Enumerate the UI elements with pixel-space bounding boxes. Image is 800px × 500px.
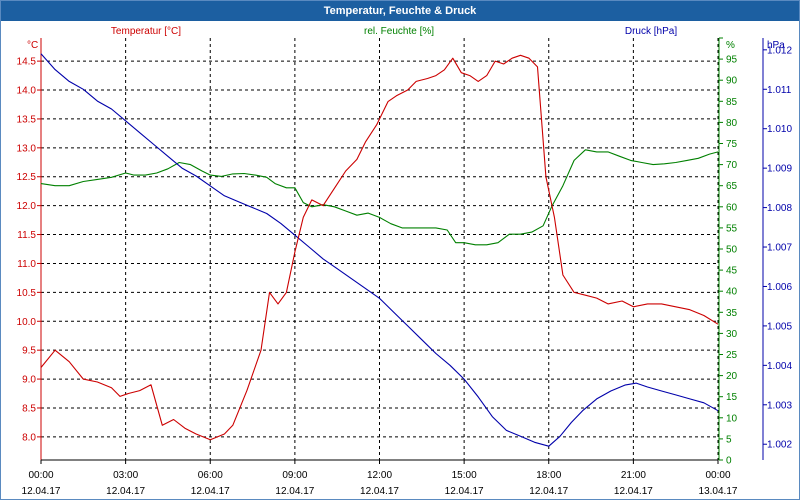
humidity-tick-label: 25 — [726, 350, 738, 361]
axes — [37, 37, 767, 464]
x-tick-time-label: 00:00 — [28, 470, 53, 481]
pressure-tick-label: 1.007 — [767, 243, 792, 254]
temperature-series-line — [40, 54, 719, 441]
x-tick-time-label: 06:00 — [198, 470, 223, 481]
pressure-tick-label: 1.005 — [767, 321, 792, 332]
temperature-tick-label: 9.5 — [22, 346, 36, 357]
humidity-tick-label: 20 — [726, 371, 738, 382]
temperature-unit-label: °C — [27, 40, 38, 51]
humidity-tick-label: 50 — [726, 245, 738, 256]
temperature-axis-title: Temperatur [°C] — [111, 26, 181, 37]
x-tick-time-label: 18:00 — [536, 470, 561, 481]
x-tick-date-label: 12.04.17 — [614, 486, 653, 497]
grid-lines — [40, 38, 719, 460]
humidity-tick-label: 35 — [726, 308, 738, 319]
temperature-tick-label: 9.0 — [22, 375, 36, 386]
x-tick-time-label: 03:00 — [113, 470, 138, 481]
temperature-tick-label: 13.0 — [17, 143, 37, 154]
pressure-tick-label: 1.003 — [767, 400, 792, 411]
temperature-tick-label: 8.5 — [22, 403, 36, 414]
pressure-tick-label: 1.010 — [767, 124, 792, 135]
humidity-series-line — [40, 149, 719, 246]
labels: 8.0 8.5 9.0 9.5 10.0 10.5 11.0 11.5 12.0 12.5 13.0… — [17, 26, 793, 497]
humidity-axis-title: rel. Feuchte [%] — [364, 26, 434, 37]
pressure-tick-label: 1.002 — [767, 440, 792, 451]
x-tick-time-label: 21:00 — [621, 470, 646, 481]
pressure-axis-title: Druck [hPa] — [625, 26, 677, 37]
humidity-unit-label: % — [726, 40, 735, 51]
temperature-tick-label: 14.0 — [17, 86, 37, 97]
x-tick-date-label: 12.04.17 — [445, 486, 484, 497]
x-tick-date-label: 13.04.17 — [699, 486, 738, 497]
chart-title: Temperatur, Feuchte & Druck — [1, 1, 799, 21]
series-layer — [40, 53, 719, 447]
humidity-tick-label: 45 — [726, 266, 738, 277]
temperature-tick-label: 12.0 — [17, 201, 37, 212]
humidity-tick-label: 75 — [726, 139, 738, 150]
humidity-tick-label: 0 — [726, 456, 732, 467]
humidity-tick-label: 90 — [726, 76, 738, 87]
pressure-series-line — [40, 53, 719, 447]
temperature-tick-label: 11.0 — [17, 259, 36, 270]
x-tick-time-label: 12:00 — [367, 470, 392, 481]
pressure-tick-label: 1.008 — [767, 203, 792, 214]
humidity-tick-label: 30 — [726, 329, 738, 340]
humidity-tick-label: 15 — [726, 392, 738, 403]
humidity-tick-label: 85 — [726, 97, 738, 108]
humidity-tick-label: 95 — [726, 55, 738, 66]
x-tick-date-label: 12.04.17 — [529, 486, 568, 497]
pressure-tick-label: 1.009 — [767, 164, 792, 175]
temperature-tick-label: 10.0 — [17, 317, 37, 328]
x-tick-time-label: 00:00 — [705, 470, 730, 481]
humidity-tick-label: 60 — [726, 202, 738, 213]
temperature-tick-label: 10.5 — [17, 288, 37, 299]
pressure-tick-label: 1.006 — [767, 282, 792, 293]
x-tick-time-label: 15:00 — [452, 470, 477, 481]
humidity-tick-label: 70 — [726, 160, 738, 171]
pressure-tick-label: 1.004 — [767, 361, 792, 372]
humidity-tick-label: 10 — [726, 413, 738, 424]
humidity-tick-label: 65 — [726, 181, 738, 192]
x-tick-date-label: 12.04.17 — [275, 486, 314, 497]
temperature-tick-label: 12.5 — [17, 172, 37, 183]
temperature-tick-label: 11.5 — [17, 230, 36, 241]
humidity-tick-label: 80 — [726, 118, 738, 129]
x-tick-date-label: 12.04.17 — [191, 486, 230, 497]
pressure-tick-label: 1.012 — [767, 45, 792, 56]
humidity-tick-label: 5 — [726, 434, 732, 445]
temperature-tick-label: 8.0 — [22, 432, 36, 443]
x-tick-time-label: 09:00 — [282, 470, 307, 481]
temperature-tick-label: 13.5 — [17, 114, 37, 125]
humidity-tick-label: 55 — [726, 223, 738, 234]
temperature-tick-label: 14.5 — [17, 57, 37, 68]
pressure-unit-label: hPa — [767, 40, 785, 51]
x-tick-date-label: 12.04.17 — [106, 486, 145, 497]
x-tick-date-label: 12.04.17 — [360, 486, 399, 497]
x-tick-date-label: 12.04.17 — [22, 486, 61, 497]
pressure-tick-label: 1.011 — [767, 85, 792, 96]
humidity-tick-label: 40 — [726, 287, 738, 298]
